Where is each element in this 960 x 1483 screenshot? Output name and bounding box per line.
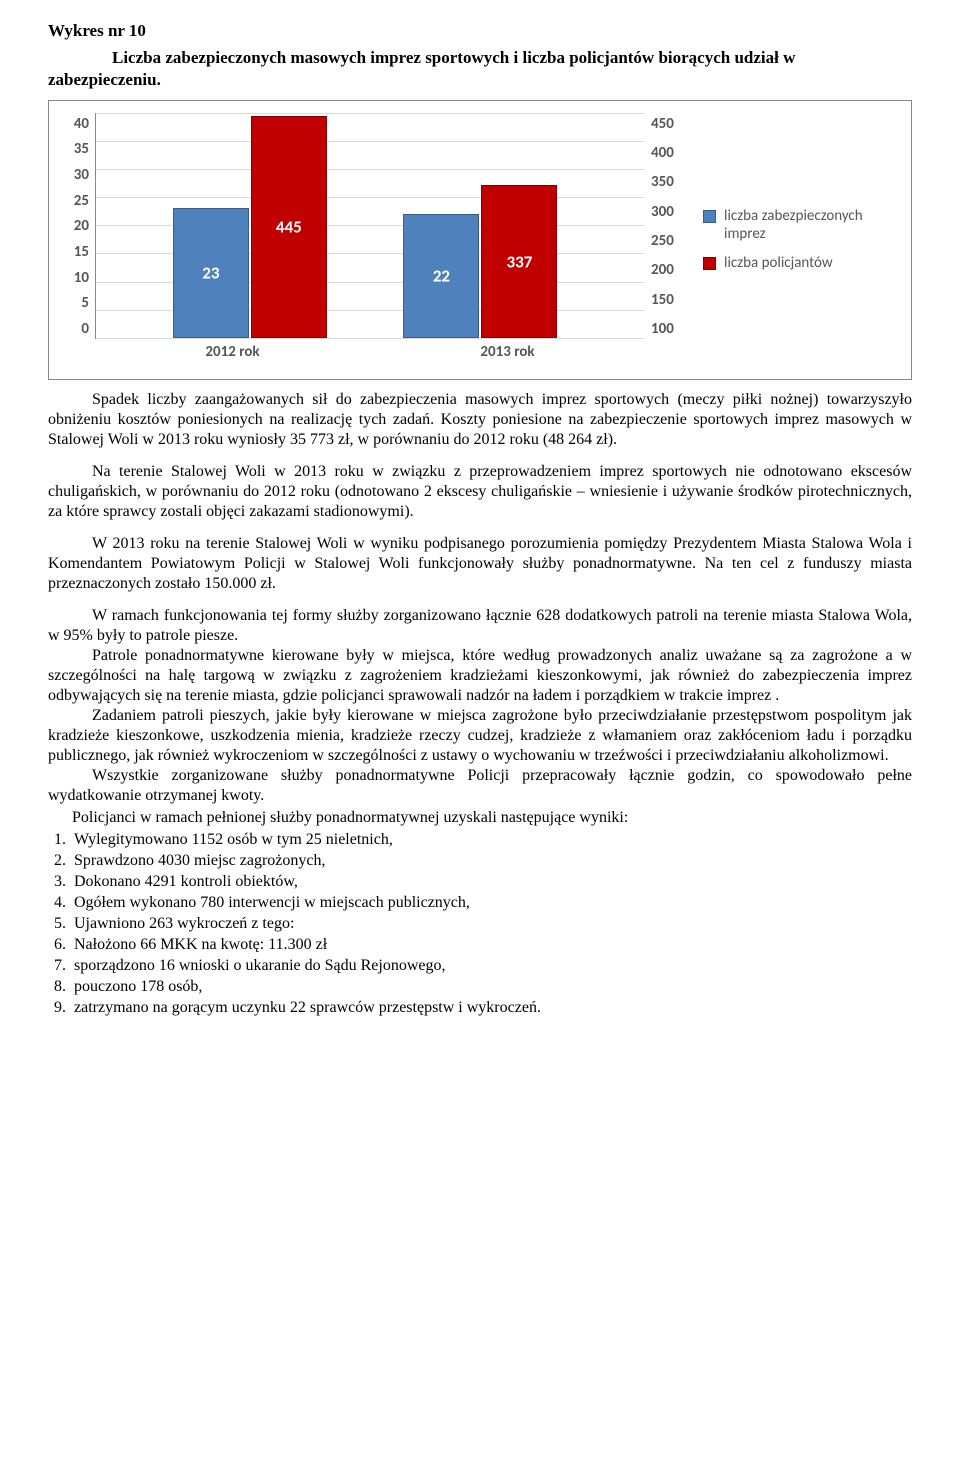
ytick-left: 20 bbox=[61, 217, 89, 236]
legend: liczba zabezpieczonych imprez liczba pol… bbox=[689, 113, 899, 367]
bar-group: 22337 bbox=[403, 113, 557, 338]
paragraph: Spadek liczby zaangażowanych sił do zabe… bbox=[48, 390, 912, 450]
paragraph: Wszystkie zorganizowane służby ponadnorm… bbox=[48, 766, 912, 806]
ytick-right: 150 bbox=[651, 291, 689, 310]
ytick-right: 400 bbox=[651, 144, 689, 163]
legend-swatch-icon bbox=[703, 257, 716, 270]
bar-value-label: 22 bbox=[404, 265, 478, 286]
list-item: Dokonano 4291 kontroli obiektów, bbox=[70, 872, 912, 892]
chart-caption: Liczba zabezpieczonych masowych imprez s… bbox=[48, 47, 912, 90]
ytick-right: 100 bbox=[651, 320, 689, 339]
ytick-right: 200 bbox=[651, 261, 689, 280]
list-item: Sprawdzono 4030 miejsc zagrożonych, bbox=[70, 851, 912, 871]
xtick: 2012 rok bbox=[95, 343, 370, 362]
ytick-left: 35 bbox=[61, 140, 89, 159]
bar-value-label: 23 bbox=[174, 262, 248, 283]
left-y-axis: 40 35 30 25 20 15 10 5 0 bbox=[61, 113, 95, 367]
bar-value-label: 445 bbox=[252, 216, 326, 237]
list-item: pouczono 178 osób, bbox=[70, 977, 912, 997]
paragraph: Patrole ponadnormatywne kierowane były w… bbox=[48, 646, 912, 706]
paragraph: Na terenie Stalowej Woli w 2013 roku w z… bbox=[48, 462, 912, 522]
paragraph: W ramach funkcjonowania tej formy służby… bbox=[48, 606, 912, 646]
paragraph: W 2013 roku na terenie Stalowej Woli w w… bbox=[48, 534, 912, 594]
chart-container: 40 35 30 25 20 15 10 5 0 23 445 22337 2012… bbox=[48, 100, 912, 380]
legend-item: liczba policjantów bbox=[703, 254, 899, 273]
ytick-left: 10 bbox=[61, 269, 89, 288]
bar-red: 337 bbox=[481, 185, 557, 337]
plot-area: 23 445 22337 bbox=[95, 113, 645, 339]
ytick-left: 15 bbox=[61, 243, 89, 262]
ytick-left: 5 bbox=[61, 294, 89, 313]
list-intro: Policjanci w ramach pełnionej służby pon… bbox=[48, 808, 912, 828]
x-axis: 2012 rok 2013 rok bbox=[95, 339, 645, 367]
legend-label: liczba policjantów bbox=[724, 254, 833, 273]
ytick-right: 250 bbox=[651, 232, 689, 251]
legend-item: liczba zabezpieczonych imprez bbox=[703, 207, 899, 245]
ytick-right: 350 bbox=[651, 173, 689, 192]
list-item: zatrzymano na gorącym uczynku 22 sprawcó… bbox=[70, 998, 912, 1018]
bar-value-label: 337 bbox=[482, 251, 556, 272]
list-item: Wylegitymowano 1152 osób w tym 25 nielet… bbox=[70, 830, 912, 850]
results-list: Wylegitymowano 1152 osób w tym 25 nielet… bbox=[48, 830, 912, 1018]
paragraph: Zadaniem patroli pieszych, jakie były ki… bbox=[48, 706, 912, 766]
chart-number: Wykres nr 10 bbox=[48, 20, 912, 41]
ytick-right: 450 bbox=[651, 115, 689, 134]
gridline bbox=[96, 338, 645, 339]
right-y-axis: 450 400 350 300 250 200 150 100 bbox=[645, 113, 689, 367]
bar-red: 445 bbox=[251, 116, 327, 338]
list-item: Ogółem wykonano 780 interwencji w miejsc… bbox=[70, 893, 912, 913]
ytick-left: 30 bbox=[61, 166, 89, 185]
bar-blue: 22 bbox=[403, 214, 479, 338]
ytick-left: 25 bbox=[61, 192, 89, 211]
legend-label: liczba zabezpieczonych imprez bbox=[724, 207, 899, 245]
bar-group: 23 445 bbox=[173, 113, 327, 338]
bar-blue: 23 bbox=[173, 208, 249, 337]
list-item: Ujawniono 263 wykroczeń z tego: bbox=[70, 914, 912, 934]
ytick-left: 0 bbox=[61, 320, 89, 339]
list-item: sporządzono 16 wnioski o ukaranie do Sąd… bbox=[70, 956, 912, 976]
legend-swatch-icon bbox=[703, 210, 716, 223]
ytick-left: 40 bbox=[61, 115, 89, 134]
ytick-right: 300 bbox=[651, 203, 689, 222]
list-item: Nałożono 66 MKK na kwotę: 11.300 zł bbox=[70, 935, 912, 955]
xtick: 2013 rok bbox=[370, 343, 645, 362]
